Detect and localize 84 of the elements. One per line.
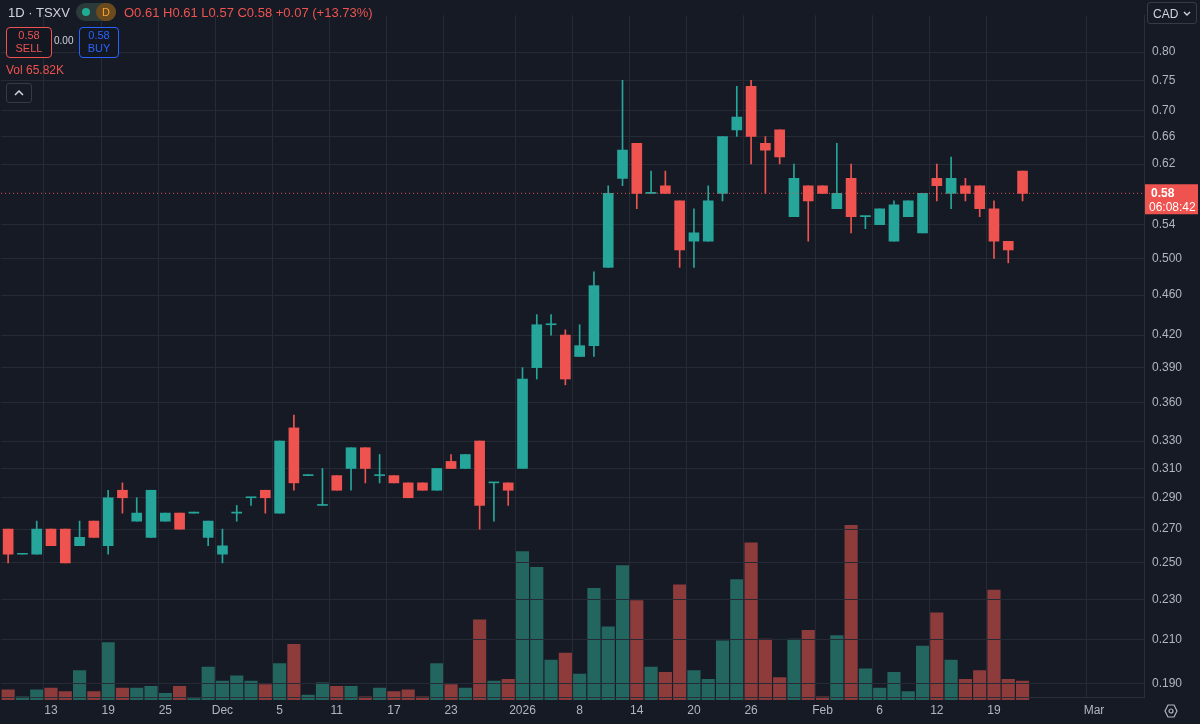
candlestick	[402, 482, 414, 499]
annotation: 0.58	[17, 29, 41, 42]
y-tick-label: 0.210	[1152, 631, 1183, 646]
x-tick-label: Mar	[1083, 703, 1105, 718]
bar	[101, 642, 115, 700]
annotation: 1D · TSXV	[8, 5, 70, 20]
text: CAD	[1147, 2, 1197, 24]
annotation: 0.00	[54, 35, 74, 46]
x-tick-label: 13	[44, 703, 58, 718]
x-tick-label: 6	[876, 703, 884, 718]
candlestick	[331, 475, 343, 491]
bar	[473, 619, 487, 700]
y-tick-label: 0.66	[1152, 128, 1176, 143]
candlestick	[231, 505, 243, 522]
candlestick	[159, 512, 171, 522]
bar	[944, 659, 958, 700]
text: 06:08:42	[1149, 199, 1197, 214]
y-tick-label: 0.250	[1152, 555, 1183, 570]
x-tick-label: 8	[576, 703, 584, 718]
candlestick	[431, 468, 443, 491]
candlestick	[59, 528, 71, 564]
bar	[73, 670, 87, 700]
x-tick-label: 11	[330, 703, 344, 718]
x-tick-label: Dec	[211, 703, 234, 718]
annotation: BUY	[86, 42, 112, 55]
x-tick-label: 14	[630, 703, 644, 718]
bar	[844, 525, 858, 700]
annotation: SELL	[14, 42, 44, 55]
y-tick-label: 0.70	[1152, 103, 1176, 118]
bar	[273, 663, 287, 700]
y-tick-label: 0.390	[1152, 359, 1183, 374]
y-tick-label: 0.190	[1152, 675, 1183, 690]
y-tick-label: 0.75	[1152, 72, 1176, 87]
x-tick-label: 23	[444, 703, 459, 718]
y-tick-label: 0.310	[1152, 460, 1183, 475]
candlestick	[188, 511, 200, 514]
ref-line-label: 0.58	[1151, 185, 1175, 200]
annotation: O0.61 H0.61 L0.57 C0.58 +0.07 (+13.73%)	[124, 5, 373, 20]
bar	[287, 644, 301, 700]
bar	[344, 686, 358, 700]
candlestick	[388, 475, 400, 484]
y-tick-label: 0.62	[1152, 156, 1176, 171]
y-tick-label: 0.230	[1152, 591, 1183, 606]
bar	[830, 635, 844, 700]
x-tick-label: 19	[987, 703, 1001, 718]
annotation: Vol 65.82K	[6, 63, 65, 77]
bar	[787, 638, 801, 700]
bar	[87, 691, 101, 700]
bar	[258, 684, 272, 700]
bar	[644, 666, 658, 700]
y-tick-label: 0.330	[1152, 433, 1183, 448]
bar	[173, 686, 187, 700]
candlestick	[902, 200, 914, 217]
candlestick	[45, 528, 57, 547]
bar	[387, 691, 401, 700]
x-tick-label: 26	[744, 703, 759, 718]
y-tick-label: 0.360	[1152, 395, 1183, 410]
annotation: 0.58	[87, 29, 111, 42]
x-tick-label: 25	[158, 703, 173, 718]
candlestick	[874, 208, 886, 226]
x-tick-label: 20	[687, 703, 701, 718]
bar	[630, 600, 644, 700]
y-tick-label: 0.460	[1152, 287, 1183, 302]
bar	[330, 686, 344, 700]
y-tick-label: 0.80	[1152, 44, 1176, 59]
y-tick-label: 0.270	[1152, 521, 1183, 536]
y-tick-label: 0.54	[1152, 217, 1176, 231]
x-tick-label: 12	[930, 703, 944, 718]
x-tick-label: 2026	[509, 703, 537, 718]
candlestick	[88, 520, 100, 538]
x-tick-label: 5	[276, 703, 284, 718]
candlestick	[245, 496, 257, 506]
candlestick	[145, 489, 157, 538]
x-tick-label: 17	[387, 703, 401, 718]
y-tick-label: 0.420	[1152, 327, 1183, 342]
x-tick-label: Feb	[812, 703, 834, 718]
bar	[930, 612, 944, 700]
x-tick-label: 19	[101, 703, 116, 718]
bar	[444, 684, 458, 700]
y-tick-label: 0.500	[1152, 250, 1183, 265]
bar	[558, 652, 572, 700]
y-tick-label: 0.290	[1152, 490, 1183, 505]
bar	[430, 663, 444, 700]
annotation: D	[96, 3, 116, 21]
